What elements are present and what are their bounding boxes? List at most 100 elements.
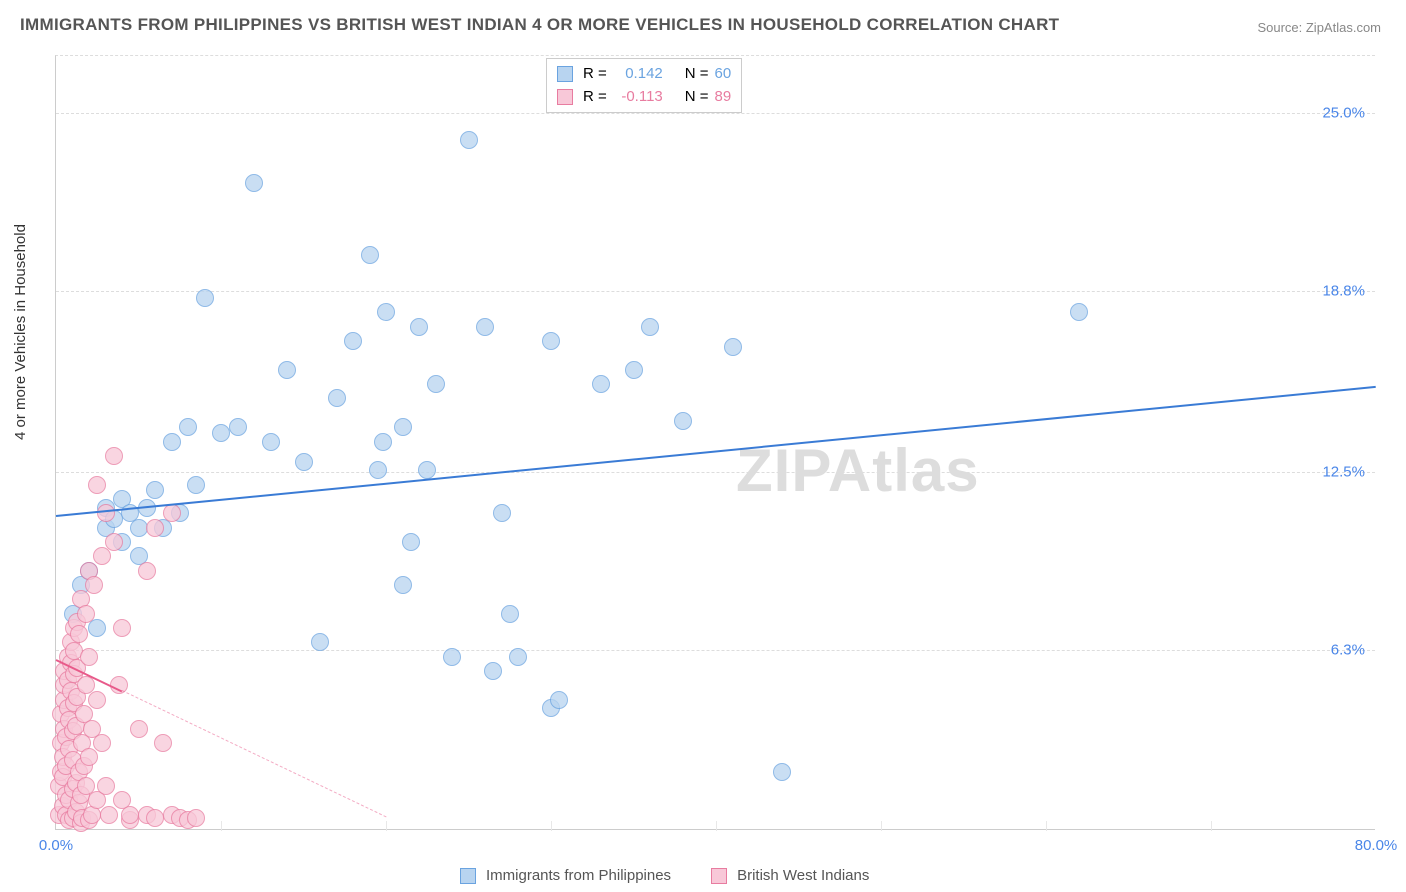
scatter-point-series1 xyxy=(641,318,659,336)
scatter-point-series2 xyxy=(146,809,164,827)
scatter-point-series1 xyxy=(295,453,313,471)
scatter-point-series1 xyxy=(179,418,197,436)
scatter-point-series2 xyxy=(80,648,98,666)
scatter-point-series1 xyxy=(361,246,379,264)
scatter-point-series2 xyxy=(77,605,95,623)
r-label: R = xyxy=(583,86,607,109)
scatter-point-series1 xyxy=(344,332,362,350)
n-value-series1: 60 xyxy=(715,63,732,86)
scatter-point-series2 xyxy=(88,476,106,494)
gridline-h xyxy=(56,650,1375,651)
scatter-point-series1 xyxy=(550,691,568,709)
scatter-point-series1 xyxy=(674,412,692,430)
scatter-point-series2 xyxy=(97,504,115,522)
x-tick-label: 80.0% xyxy=(1355,837,1398,854)
swatch-series2 xyxy=(557,89,573,105)
scatter-point-series1 xyxy=(328,389,346,407)
scatter-point-series1 xyxy=(311,633,329,651)
legend-label-series2: British West Indians xyxy=(737,867,869,884)
scatter-point-series2 xyxy=(163,504,181,522)
scatter-point-series1 xyxy=(484,662,502,680)
n-label: N = xyxy=(685,63,709,86)
gridline-h xyxy=(56,291,1375,292)
chart-title: IMMIGRANTS FROM PHILIPPINES VS BRITISH W… xyxy=(20,15,1059,35)
bottom-legend: Immigrants from Philippines British West… xyxy=(460,867,869,884)
scatter-point-series2 xyxy=(105,447,123,465)
scatter-point-series1 xyxy=(509,648,527,666)
scatter-point-series2 xyxy=(146,519,164,537)
n-value-series2: 89 xyxy=(715,86,732,109)
scatter-point-series2 xyxy=(97,777,115,795)
scatter-point-series1 xyxy=(394,576,412,594)
gridline-v xyxy=(1211,821,1212,831)
regression-line-series1 xyxy=(56,386,1376,517)
gridline-v xyxy=(716,821,717,831)
scatter-point-series1 xyxy=(187,476,205,494)
scatter-point-series1 xyxy=(1070,303,1088,321)
scatter-point-series1 xyxy=(402,533,420,551)
gridline-v xyxy=(1046,821,1047,831)
gridline-v xyxy=(221,821,222,831)
scatter-point-series1 xyxy=(443,648,461,666)
gridline-h xyxy=(56,472,1375,473)
y-tick-label: 12.5% xyxy=(1322,464,1365,481)
scatter-point-series2 xyxy=(113,619,131,637)
scatter-point-series1 xyxy=(501,605,519,623)
swatch-series1-bottom xyxy=(460,868,476,884)
scatter-point-series1 xyxy=(196,289,214,307)
swatch-series2-bottom xyxy=(711,868,727,884)
scatter-point-series1 xyxy=(394,418,412,436)
scatter-point-series2 xyxy=(187,809,205,827)
scatter-point-series1 xyxy=(625,361,643,379)
scatter-point-series2 xyxy=(138,562,156,580)
scatter-point-series2 xyxy=(154,734,172,752)
stats-legend-box: R = 0.142 N = 60 R = -0.113 N = 89 xyxy=(546,58,742,113)
gridline-v xyxy=(881,821,882,831)
scatter-point-series2 xyxy=(130,720,148,738)
legend-label-series1: Immigrants from Philippines xyxy=(486,867,671,884)
scatter-point-series2 xyxy=(88,691,106,709)
scatter-point-series1 xyxy=(592,375,610,393)
scatter-point-series1 xyxy=(245,174,263,192)
scatter-point-series1 xyxy=(369,461,387,479)
r-value-series2: -0.113 xyxy=(613,86,663,109)
x-tick-label: 0.0% xyxy=(39,837,73,854)
scatter-point-series2 xyxy=(70,625,88,643)
scatter-point-series1 xyxy=(212,424,230,442)
scatter-point-series2 xyxy=(100,806,118,824)
scatter-point-series1 xyxy=(88,619,106,637)
scatter-point-series1 xyxy=(278,361,296,379)
scatter-point-series1 xyxy=(130,519,148,537)
scatter-point-series1 xyxy=(418,461,436,479)
n-label: N = xyxy=(685,86,709,109)
scatter-point-series1 xyxy=(410,318,428,336)
scatter-point-series1 xyxy=(460,131,478,149)
scatter-point-series2 xyxy=(80,748,98,766)
gridline-v xyxy=(551,821,552,831)
scatter-point-series1 xyxy=(427,375,445,393)
regression-dash-series2 xyxy=(122,690,386,817)
scatter-point-series2 xyxy=(93,734,111,752)
stats-row-series2: R = -0.113 N = 89 xyxy=(557,86,731,109)
gridline-v xyxy=(386,821,387,831)
scatter-point-series2 xyxy=(85,576,103,594)
scatter-point-series2 xyxy=(121,806,139,824)
scatter-point-series1 xyxy=(163,433,181,451)
scatter-point-series1 xyxy=(493,504,511,522)
r-label: R = xyxy=(583,63,607,86)
scatter-point-series2 xyxy=(105,533,123,551)
scatter-point-series1 xyxy=(262,433,280,451)
source-label: Source: ZipAtlas.com xyxy=(1257,20,1381,35)
scatter-point-series1 xyxy=(773,763,791,781)
swatch-series1 xyxy=(557,66,573,82)
scatter-point-series1 xyxy=(476,318,494,336)
y-tick-label: 6.3% xyxy=(1331,642,1365,659)
y-axis-label: 4 or more Vehicles in Household xyxy=(12,224,29,440)
chart-plot-area: ZIPAtlas R = 0.142 N = 60 R = -0.113 N =… xyxy=(55,55,1375,830)
scatter-point-series1 xyxy=(724,338,742,356)
scatter-point-series1 xyxy=(229,418,247,436)
y-tick-label: 25.0% xyxy=(1322,105,1365,122)
scatter-point-series1 xyxy=(542,332,560,350)
legend-item-series1: Immigrants from Philippines xyxy=(460,867,671,884)
legend-item-series2: British West Indians xyxy=(711,867,869,884)
